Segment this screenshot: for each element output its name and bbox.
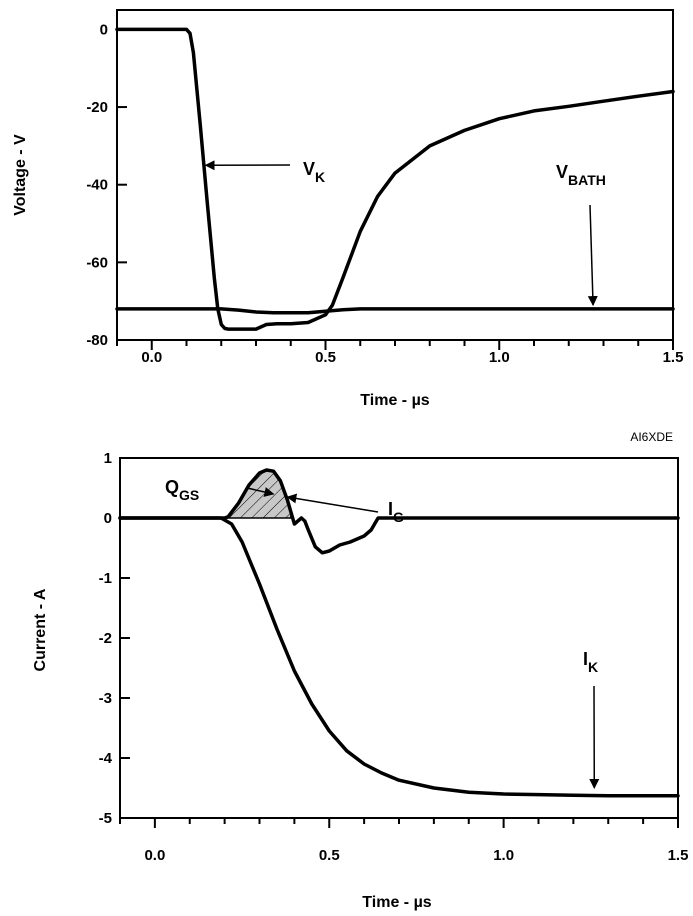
y-tick-label: -80 bbox=[86, 332, 108, 349]
annotation-main: V bbox=[303, 159, 315, 179]
annotation-subscript: BATH bbox=[568, 172, 606, 188]
x-tick-label: 0.0 bbox=[141, 349, 162, 366]
annotation-main: V bbox=[556, 162, 568, 182]
series-line-ik bbox=[118, 516, 680, 798]
annotation-main: Q bbox=[165, 477, 179, 497]
series-line-vk bbox=[115, 27, 675, 331]
y-tick-label: 0 bbox=[104, 510, 112, 527]
annotation-qgs: QGS bbox=[165, 477, 199, 503]
y-tick-label: -5 bbox=[99, 810, 112, 827]
x-tick-label: 1.0 bbox=[493, 847, 514, 864]
x-tick-label: 1.0 bbox=[489, 349, 510, 366]
current-y-axis-title: Current - A bbox=[32, 588, 49, 671]
y-tick-label: -60 bbox=[86, 254, 108, 271]
annotation-subscript: G bbox=[393, 509, 404, 525]
annotation-arrow bbox=[286, 493, 379, 513]
x-tick-label: 0.0 bbox=[144, 847, 165, 864]
y-tick-label: -4 bbox=[99, 750, 113, 767]
annotation-ik: IK bbox=[583, 649, 598, 675]
current-chart: 0.0 0.5 1.0 1.5 1 0 -1 -2 -3 -4 -5 Time - µs Curre… bbox=[32, 450, 688, 911]
annotation-arrow bbox=[587, 204, 598, 307]
annotation-vk: VK bbox=[303, 159, 325, 185]
annotation-subscript: GS bbox=[179, 487, 199, 503]
x-tick-label: 0.5 bbox=[315, 349, 336, 366]
annotation-subscript: K bbox=[315, 169, 325, 185]
series-line-vbath bbox=[115, 307, 675, 315]
x-tick-label: 1.5 bbox=[668, 847, 689, 864]
y-tick-label: 0 bbox=[100, 21, 108, 38]
annotation-arrow bbox=[246, 487, 275, 497]
voltage-y-axis-title: Voltage - V bbox=[12, 134, 29, 216]
x-tick-label: 1.5 bbox=[663, 349, 684, 366]
y-tick-label: -3 bbox=[99, 690, 112, 707]
annotation-main: I bbox=[583, 649, 588, 669]
current-x-axis-title: Time - µs bbox=[362, 894, 431, 911]
figure-id-label: AI6XDE bbox=[630, 430, 673, 444]
y-tick-label: -1 bbox=[99, 570, 112, 587]
annotation-subscript: K bbox=[588, 659, 598, 675]
annotation-vbath: VBATH bbox=[556, 162, 606, 188]
y-tick-label: -2 bbox=[99, 630, 112, 647]
y-tick-label: -40 bbox=[86, 177, 108, 194]
voltage-x-axis-title: Time - µs bbox=[360, 392, 429, 409]
y-tick-label: 1 bbox=[104, 450, 112, 467]
voltage-chart: 0.0 0.5 1.0 1.5 0 -20 -40 -60 -80 Time - µs Volt… bbox=[12, 9, 684, 409]
x-tick-label: 0.5 bbox=[319, 847, 340, 864]
y-tick-label: -20 bbox=[86, 99, 108, 116]
series-line-ig bbox=[118, 468, 680, 555]
annotation-ig: IG bbox=[388, 499, 404, 525]
annotation-main: I bbox=[388, 499, 393, 519]
